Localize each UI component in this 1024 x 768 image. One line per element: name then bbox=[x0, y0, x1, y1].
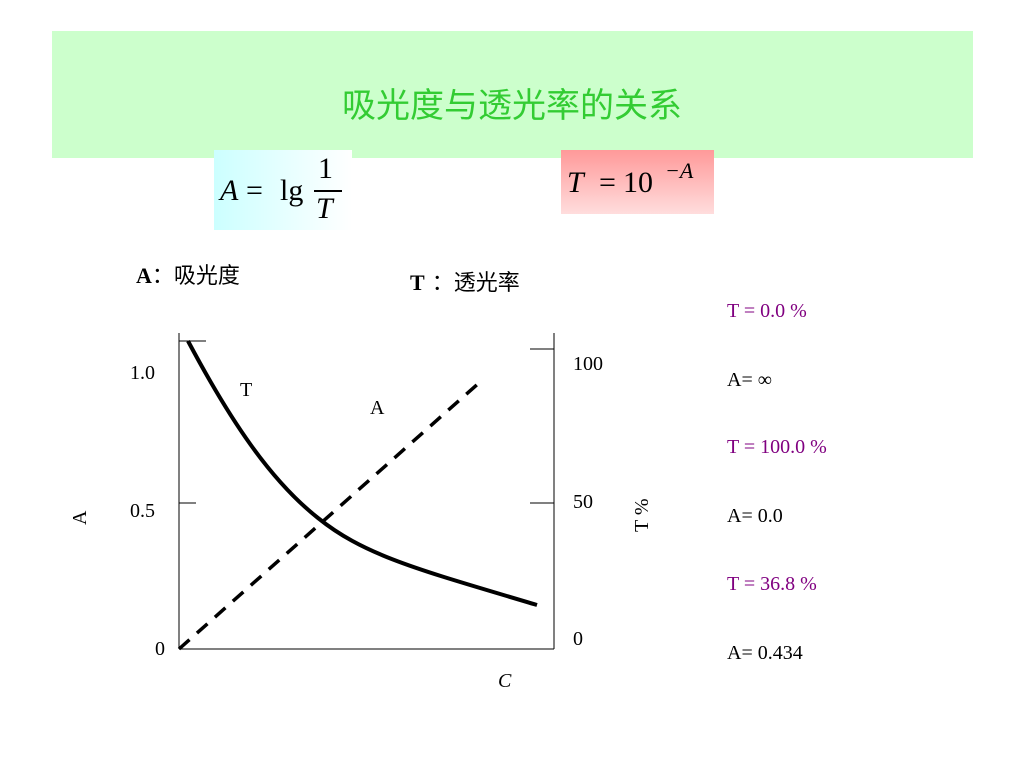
absorbance-text: 吸光度 bbox=[173, 264, 240, 289]
transmittance-separator: ： bbox=[431, 271, 454, 296]
formula-a-equals: = bbox=[246, 174, 263, 207]
note-t-hundred: T = 100.0 % bbox=[727, 436, 827, 458]
formula-a-numerator: 1 bbox=[318, 152, 333, 185]
absorbance-formula-box: A = lg 1 T bbox=[214, 150, 352, 230]
curve-label-t: T bbox=[240, 379, 252, 401]
transmittance-curve bbox=[186, 340, 538, 607]
formula-a-lhs: A bbox=[220, 174, 239, 207]
absorbance-line bbox=[177, 380, 482, 651]
formula-a-fraction-bar bbox=[314, 190, 342, 192]
curve-label-a: A bbox=[370, 397, 385, 419]
note-a-infinity: A= ∞ bbox=[727, 369, 772, 391]
right-tick-label-50: 50 bbox=[573, 491, 593, 513]
formula-t-lhs: T bbox=[567, 166, 584, 199]
x-axis-label: C bbox=[498, 670, 512, 692]
formula-t-exponent: −A bbox=[665, 158, 694, 183]
transmittance-symbol: T bbox=[410, 270, 425, 295]
absorbance-symbol: A bbox=[136, 263, 152, 288]
note-a-0-434: A= 0.434 bbox=[727, 642, 803, 664]
right-tick-label-100: 100 bbox=[573, 353, 603, 375]
transmittance-text: 透光率 bbox=[453, 271, 520, 296]
right-tick-label-0: 0 bbox=[573, 628, 583, 650]
formula-a-denominator: T bbox=[316, 192, 333, 225]
transmittance-formula-box: T = 10 −A bbox=[561, 150, 714, 214]
formula-t-base: 10 bbox=[623, 166, 653, 199]
absorbance-definition: A：吸光度 bbox=[136, 258, 240, 290]
note-t-36-8: T = 36.8 % bbox=[727, 573, 817, 595]
slide-title: 吸光度与透光率的关系 bbox=[342, 86, 682, 126]
absorbance-separator: ： bbox=[151, 264, 174, 289]
left-tick-label-1: 1.0 bbox=[130, 362, 155, 384]
formula-t-equals: = bbox=[599, 166, 616, 199]
left-tick-label-0-5: 0.5 bbox=[130, 500, 155, 522]
note-t-zero: T = 0.0 % bbox=[727, 300, 807, 322]
left-tick-label-0: 0 bbox=[155, 638, 165, 660]
title-band bbox=[52, 31, 973, 158]
note-a-zero: A= 0.0 bbox=[727, 505, 783, 527]
transmittance-definition: T ：透光率 bbox=[410, 265, 520, 297]
right-axis-label: T % bbox=[631, 498, 653, 532]
left-axis-label: A bbox=[69, 510, 91, 525]
formula-a-lg: lg bbox=[280, 174, 304, 207]
